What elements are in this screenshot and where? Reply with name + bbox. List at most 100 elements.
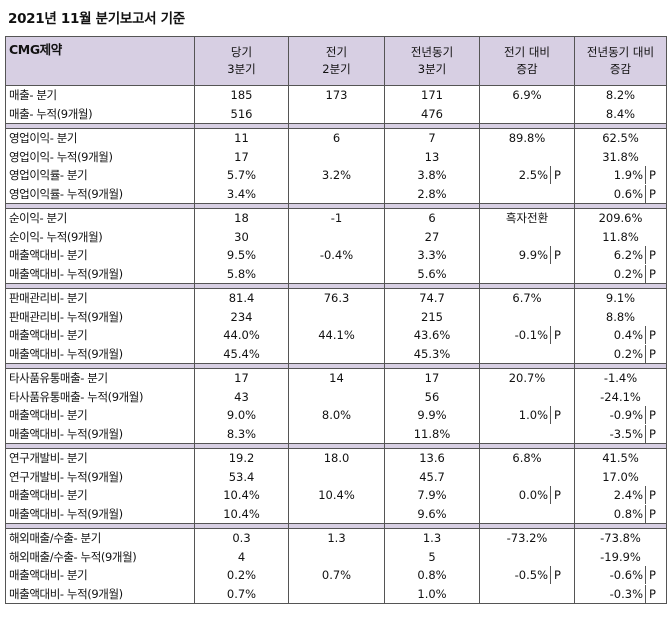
cell-qoq-change (479, 584, 575, 604)
cell-qoq-change (479, 147, 575, 166)
cell-yoy-change: -3.5% P (574, 424, 667, 444)
change-value: -0.6% (609, 568, 643, 583)
change-value: 6.2% (613, 248, 643, 263)
row-label: 판매관리비- 누적(9개월) (5, 307, 195, 326)
cell-current: 17 (194, 368, 289, 388)
percent-point-flag: P (645, 504, 661, 523)
cell-previous: 3.2% (288, 166, 385, 185)
change-value: 1.9% (613, 168, 643, 183)
table-row: 매출액대비- 누적(9개월) 0.7% 1.0% -0.3% P (5, 584, 667, 604)
cell-prior-year: 3.3% (384, 246, 480, 265)
row-label: 매출액대비- 분기 (5, 246, 195, 265)
percent-point-flag: P (645, 584, 661, 603)
cell-qoq-change (479, 344, 575, 364)
cell-current: 8.3% (194, 424, 289, 444)
cell-yoy-change: 2.4% P (574, 486, 667, 505)
percent-point-flag: P (645, 566, 661, 585)
change-value: 0.8% (613, 506, 643, 521)
col-header-previous: 전기 2분기 (288, 36, 385, 86)
cell-previous: 6 (288, 128, 385, 148)
change-value: -3.5% (609, 426, 643, 441)
cell-prior-year: 1.3 (384, 528, 480, 548)
cell-current: 11 (194, 128, 289, 148)
row-label: 영업이익- 분기 (5, 128, 195, 148)
cell-prior-year: 476 (384, 104, 480, 124)
cell-yoy-change: 8.8% (574, 307, 667, 326)
cell-prior-year: 9.6% (384, 504, 480, 524)
row-label: 연구개발비- 분기 (5, 448, 195, 468)
cell-prior-year: 215 (384, 307, 480, 326)
cell-previous (288, 147, 385, 166)
percent-point-flag: P (550, 326, 566, 345)
cell-qoq-change (479, 467, 575, 486)
cell-current: 5.8% (194, 264, 289, 284)
percent-point-flag: P (645, 344, 661, 363)
table-row: 영업이익- 분기 11 6 7 89.8% 62.5% (5, 128, 667, 148)
row-label: 순이익- 분기 (5, 208, 195, 228)
col-header-prior-year: 전년동기 3분기 (384, 36, 480, 86)
cell-previous: 173 (288, 85, 385, 105)
table-row: 영업이익- 누적(9개월) 17 13 31.8% (5, 147, 667, 166)
table-row: 매출액대비- 누적(9개월) 5.8% 5.6% 0.2% P (5, 264, 667, 284)
row-label: 해외매출/수출- 분기 (5, 528, 195, 548)
table-row: 매출- 누적(9개월) 516 476 8.4% (5, 104, 667, 124)
percent-point-flag: P (645, 246, 661, 265)
col-header-yoy-change: 전년동기 대비 증감 (574, 36, 667, 86)
cell-qoq-change: 1.0% P (479, 406, 575, 425)
table-row: 매출액대비- 분기 0.2% 0.7% 0.8% -0.5% P -0.6% P (5, 566, 667, 585)
cell-qoq-change: 89.8% (479, 128, 575, 148)
table-row: 매출액대비- 분기 9.0% 8.0% 9.9% 1.0% P -0.9% P (5, 406, 667, 425)
cell-previous (288, 104, 385, 124)
cell-prior-year: 5 (384, 547, 480, 566)
table-row: 연구개발비- 누적(9개월) 53.4 45.7 17.0% (5, 467, 667, 486)
cell-current: 18 (194, 208, 289, 228)
row-label: 매출액대비- 누적(9개월) (5, 344, 195, 364)
cell-previous: 8.0% (288, 406, 385, 425)
table-row: 매출액대비- 분기 44.0% 44.1% 43.6% -0.1% P 0.4% P (5, 326, 667, 345)
cell-prior-year: 3.8% (384, 166, 480, 185)
cell-yoy-change: 6.2% P (574, 246, 667, 265)
cell-prior-year: 43.6% (384, 326, 480, 345)
percent-point-flag: P (645, 486, 661, 505)
table-row: 영업이익률- 분기 5.7% 3.2% 3.8% 2.5% P 1.9% P (5, 166, 667, 185)
cell-yoy-change: 8.2% (574, 85, 667, 105)
cell-current: 185 (194, 85, 289, 105)
separator-cell (574, 523, 667, 529)
cell-yoy-change: 62.5% (574, 128, 667, 148)
table-row: 매출액대비- 누적(9개월) 8.3% 11.8% -3.5% P (5, 424, 667, 444)
cell-prior-year: 7.9% (384, 486, 480, 505)
cell-qoq-change (479, 184, 575, 204)
cell-prior-year: 45.7 (384, 467, 480, 486)
group-separator (5, 203, 667, 209)
cell-previous (288, 387, 385, 406)
table-row: 순이익- 누적(9개월) 30 27 11.8% (5, 227, 667, 246)
table-row: 판매관리비- 분기 81.4 76.3 74.7 6.7% 9.1% (5, 288, 667, 308)
cell-current: 9.0% (194, 406, 289, 425)
change-value: -0.3% (609, 586, 643, 601)
row-label: 매출액대비- 분기 (5, 326, 195, 345)
cell-qoq-change: 6.8% (479, 448, 575, 468)
percent-point-flag: P (550, 486, 566, 505)
cell-prior-year: 5.6% (384, 264, 480, 284)
change-value: 2.5% (518, 168, 548, 183)
table-row: 매출액대비- 누적(9개월) 10.4% 9.6% 0.8% P (5, 504, 667, 524)
cell-prior-year: 11.8% (384, 424, 480, 444)
percent-point-flag: P (550, 246, 566, 265)
table-row: 영업이익률- 누적(9개월) 3.4% 2.8% 0.6% P (5, 184, 667, 204)
cell-previous (288, 467, 385, 486)
cell-prior-year: 9.9% (384, 406, 480, 425)
group-separator (5, 283, 667, 289)
cell-prior-year: 27 (384, 227, 480, 246)
cell-yoy-change: -0.3% P (574, 584, 667, 604)
percent-point-flag: P (645, 424, 661, 443)
change-value: 0.4% (613, 328, 643, 343)
cell-previous (288, 424, 385, 444)
cell-yoy-change: 0.2% P (574, 344, 667, 364)
cell-prior-year: 13 (384, 147, 480, 166)
cell-qoq-change: 2.5% P (479, 166, 575, 185)
cell-prior-year: 1.0% (384, 584, 480, 604)
cell-prior-year: 6 (384, 208, 480, 228)
header-row: CMG제약 당기 3분기 전기 2분기 전년동기 3분기 전기 대비 증감 전년동기 대… (5, 36, 667, 86)
change-value: 0.2% (613, 266, 643, 281)
cell-previous: 44.1% (288, 326, 385, 345)
